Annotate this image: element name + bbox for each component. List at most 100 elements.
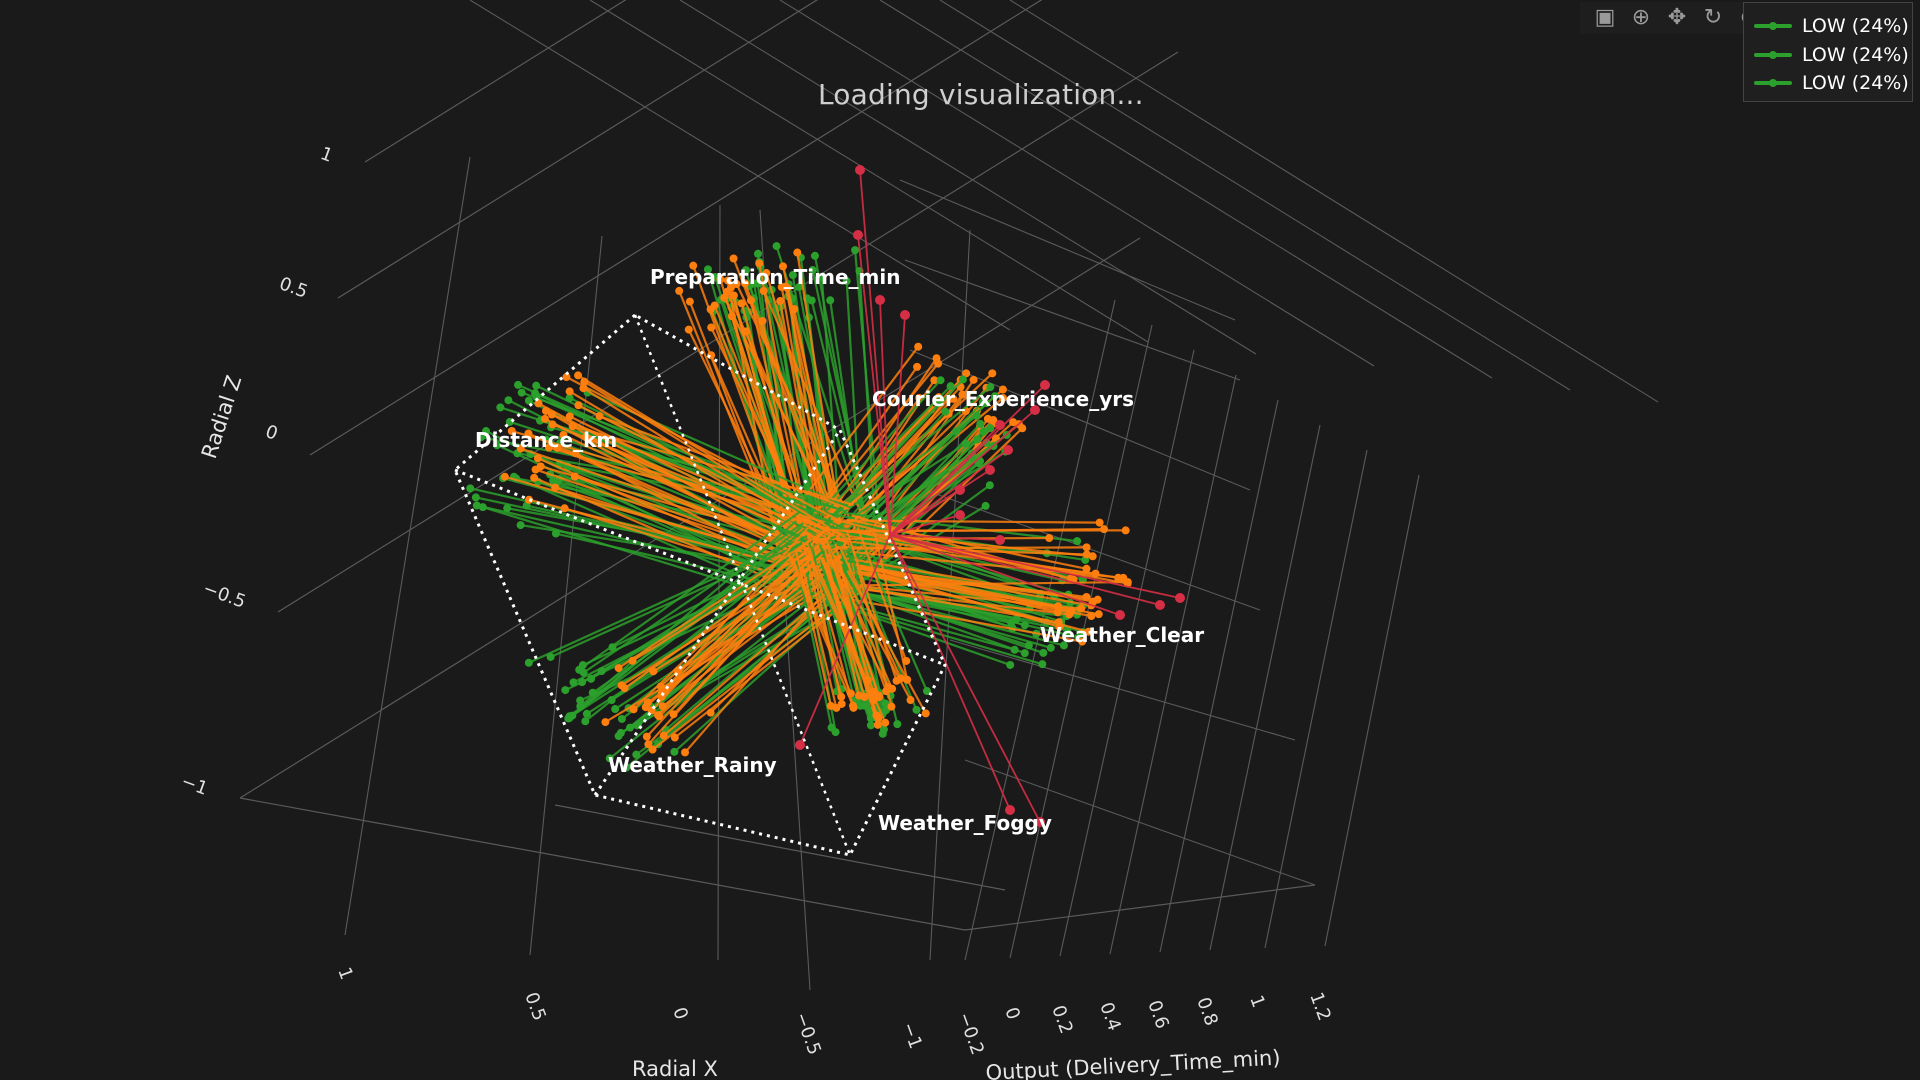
grid-line xyxy=(1109,374,1237,955)
trace-segment xyxy=(582,522,804,674)
data-point xyxy=(524,429,533,438)
trace-segment xyxy=(572,425,854,506)
data-point xyxy=(900,310,910,320)
data-point xyxy=(466,484,475,493)
data-point xyxy=(932,354,941,363)
data-point xyxy=(517,388,526,397)
data-point xyxy=(753,249,762,258)
data-point xyxy=(921,709,930,718)
data-point xyxy=(985,481,994,490)
data-point xyxy=(732,280,741,289)
data-point xyxy=(853,230,863,240)
grid-line xyxy=(554,804,1006,891)
data-point xyxy=(1155,600,1165,610)
legend-item[interactable]: LOW (24%) xyxy=(1754,42,1909,68)
data-point xyxy=(707,323,716,332)
data-point xyxy=(1082,543,1091,552)
data-point xyxy=(995,420,1005,430)
grid-line xyxy=(364,0,627,163)
data-point xyxy=(614,664,623,673)
legend-swatch xyxy=(1754,51,1792,59)
legend-item[interactable]: LOW (24%) xyxy=(1754,70,1909,96)
z-tick-label: 0 xyxy=(263,421,281,445)
zoom-icon[interactable]: ⊕ xyxy=(1631,5,1651,30)
pan-icon[interactable]: ✥ xyxy=(1667,5,1687,30)
data-point xyxy=(565,393,574,402)
data-point xyxy=(1046,643,1055,652)
data-point xyxy=(875,693,884,702)
grid-line xyxy=(309,0,1043,456)
data-point xyxy=(972,411,981,420)
trace-segment xyxy=(599,415,850,510)
z-tick-label: 1 xyxy=(318,143,336,167)
data-point xyxy=(516,521,525,530)
data-point xyxy=(837,692,846,701)
feature-label: Weather_Rainy xyxy=(608,753,777,777)
trace-segment xyxy=(550,537,815,658)
data-point xyxy=(827,723,836,732)
data-point xyxy=(851,246,860,255)
data-point xyxy=(888,684,897,693)
legend-label: LOW (24%) xyxy=(1802,15,1909,37)
y-tick-label: 0.8 xyxy=(1192,995,1222,1029)
hyperplane-edge xyxy=(633,314,852,856)
data-point xyxy=(656,682,665,691)
data-point xyxy=(503,504,512,513)
trace-segment xyxy=(859,169,891,536)
data-point xyxy=(582,709,591,718)
grid-line xyxy=(589,0,1149,343)
legend-label: LOW (24%) xyxy=(1802,44,1909,66)
z-axis-title: Radial Z xyxy=(197,372,246,461)
data-point xyxy=(547,410,556,419)
trace-segment xyxy=(889,384,1046,536)
legend-item[interactable]: LOW (24%) xyxy=(1754,13,1909,39)
data-point xyxy=(611,705,620,714)
data-point xyxy=(1065,610,1074,619)
data-point xyxy=(723,276,732,285)
data-point xyxy=(477,433,486,442)
data-point xyxy=(969,375,978,384)
trace-segment xyxy=(527,432,826,564)
trace-segment xyxy=(569,390,830,547)
data-point xyxy=(762,269,771,278)
camera-icon[interactable]: ▣ xyxy=(1594,5,1616,30)
data-point xyxy=(958,375,967,384)
data-point xyxy=(837,699,846,708)
data-point xyxy=(1095,518,1104,527)
orbit-rotation-icon[interactable]: ↻ xyxy=(1703,5,1723,30)
trace-segment xyxy=(823,534,894,690)
loading-message: Loading visualization... xyxy=(818,78,1144,111)
data-point xyxy=(653,711,662,720)
data-point xyxy=(990,392,999,401)
data-point xyxy=(478,503,487,512)
data-point xyxy=(1114,573,1123,582)
data-point xyxy=(471,493,480,502)
trace-segment xyxy=(811,269,875,553)
trace-segment xyxy=(889,514,961,536)
data-point xyxy=(741,266,750,275)
data-point xyxy=(808,266,817,275)
grid-line xyxy=(964,759,1316,886)
trace-segment xyxy=(837,585,1065,647)
data-point xyxy=(617,681,626,690)
hyperplane-outline xyxy=(453,313,947,857)
data-point xyxy=(574,401,583,410)
data-point xyxy=(1115,610,1125,620)
trace-segment xyxy=(799,559,838,709)
trace-segment xyxy=(818,565,1092,618)
data-point xyxy=(559,431,568,440)
trace-segment xyxy=(855,563,893,707)
data-point xyxy=(617,714,626,723)
data-point xyxy=(790,305,799,314)
data-point xyxy=(906,696,915,705)
data-point xyxy=(530,473,539,482)
data-point xyxy=(579,384,588,393)
data-point xyxy=(750,279,759,288)
data-point xyxy=(472,501,481,510)
grid-line xyxy=(1324,474,1420,947)
data-point xyxy=(875,295,885,305)
data-point xyxy=(614,732,623,741)
y-tick-label: 1 xyxy=(1245,993,1269,1011)
